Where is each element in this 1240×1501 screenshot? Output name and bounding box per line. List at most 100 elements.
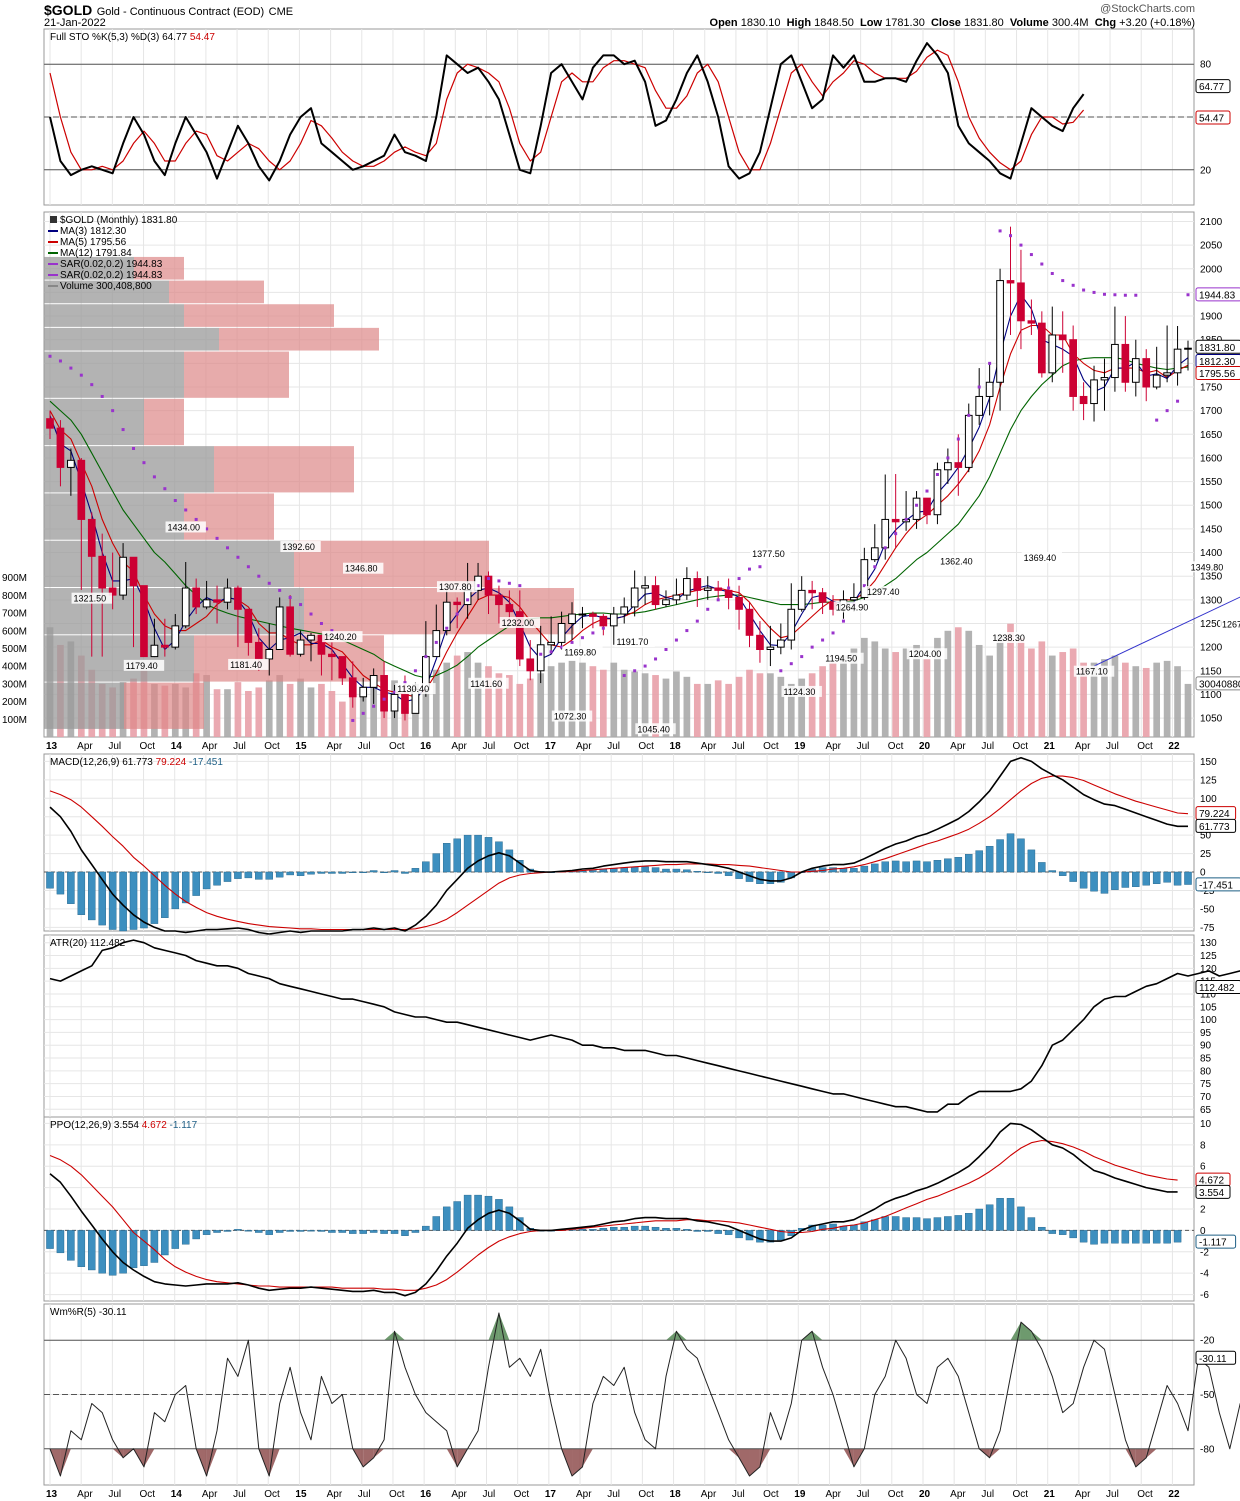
change-value: +3.20 (+0.18%)	[1119, 17, 1195, 29]
macd-histogram-bar	[422, 861, 430, 873]
vbp-bar-red	[214, 446, 354, 493]
price-annotation-bg	[322, 631, 363, 643]
volume-bar	[1101, 659, 1108, 737]
atr-y-tick: 65	[1200, 1105, 1212, 1116]
price-annotation-bg	[1021, 552, 1063, 564]
x-tick: Oct	[763, 741, 779, 752]
volume-tick: 100M	[2, 715, 27, 726]
candle-body	[1152, 374, 1161, 388]
price-annotation: 1321.50	[74, 594, 107, 604]
price-annotation: 1238.30	[992, 633, 1025, 643]
candle-body	[1079, 395, 1088, 405]
volume-bar	[829, 662, 837, 737]
x-tick: Jul	[981, 741, 994, 752]
wmr-overbought-fill	[1031, 1331, 1042, 1341]
sar-dot	[915, 503, 919, 507]
ppo-histogram-bar	[140, 1230, 148, 1266]
sto-d-last: 54.47	[1199, 113, 1224, 124]
macd-histogram-bar	[985, 845, 994, 873]
ppo-histogram-bar	[474, 1194, 482, 1231]
x-tick: Oct	[140, 741, 156, 752]
price-y-tick: 1600	[1200, 453, 1223, 464]
bottom-x-tick: 21	[1044, 1489, 1056, 1500]
price-title: $GOLD (Monthly) 1831.80	[60, 215, 178, 226]
atr-y-tick: 120	[1200, 964, 1217, 975]
ppo-histogram-bar	[213, 1230, 221, 1233]
close-last: 1831.80	[1199, 343, 1236, 354]
sar-dot	[497, 579, 501, 583]
x-tick: Apr	[701, 741, 717, 752]
sar-dot	[946, 456, 950, 460]
volume-bar	[276, 675, 284, 737]
bottom-x-tick: 14	[171, 1489, 183, 1500]
atr-y-tick: 85	[1200, 1054, 1212, 1065]
macd-y-tick: 125	[1200, 775, 1217, 786]
volume-bar	[1111, 655, 1119, 737]
bottom-x-tick: Jul	[1106, 1489, 1119, 1500]
sar-dot	[455, 612, 459, 616]
ppo-histogram-bar	[1058, 1230, 1067, 1235]
candle-body	[234, 587, 242, 610]
wmr-overbought-fill	[676, 1331, 687, 1341]
sar-dot	[361, 711, 365, 715]
volume-bar	[1153, 662, 1161, 737]
ppo-histogram-bar	[1121, 1230, 1130, 1244]
wmr-oversold-fill	[843, 1448, 854, 1467]
candle-body	[630, 587, 639, 608]
candle-body	[891, 518, 900, 523]
sar-last: 1944.83	[1199, 290, 1236, 301]
volume-bar	[683, 676, 691, 737]
ppo-histogram-bar	[349, 1230, 357, 1234]
ma3-last: 1812.30	[1199, 357, 1236, 368]
close-value: 1831.80	[964, 17, 1004, 29]
candle-body	[1027, 320, 1036, 324]
ppo-histogram-bar	[766, 1230, 775, 1243]
ppo-histogram-bar	[881, 1216, 889, 1231]
candle-body	[536, 644, 545, 672]
sar-dot	[998, 229, 1002, 233]
macd-histogram-bar	[213, 871, 221, 886]
macd-histogram-bar	[923, 861, 931, 873]
macd-histogram-bar	[1069, 871, 1077, 882]
macd-histogram-bar	[161, 871, 169, 918]
price-y-tick: 1650	[1200, 430, 1223, 441]
volume-bar	[443, 662, 451, 737]
sar-dot	[486, 577, 490, 581]
price-y-tick: 2100	[1200, 217, 1223, 228]
macd-histogram-bar	[1006, 833, 1015, 873]
candle-body	[401, 693, 409, 714]
macd-histogram-bar	[902, 861, 910, 873]
volume-bar	[307, 687, 315, 737]
volume-bar	[1028, 648, 1035, 737]
price-annotation-bg	[990, 632, 1031, 644]
price-annotation: 1369.40	[1024, 553, 1057, 563]
candle-body	[1090, 379, 1098, 405]
x-tick: 16	[420, 741, 432, 752]
sar-dot	[977, 385, 981, 389]
ppo-histogram-bar	[56, 1230, 65, 1254]
volume-bar	[934, 637, 941, 737]
sar-dot	[539, 652, 543, 656]
volume-bar	[370, 682, 377, 737]
sar-dot	[100, 394, 104, 398]
candle-body	[119, 556, 127, 596]
volume-bar	[714, 680, 722, 737]
macd-histogram-bar	[589, 870, 597, 873]
ppo-last-box	[1195, 1184, 1231, 1199]
macd-histogram-bar	[683, 869, 691, 873]
macd-y-tick: 25	[1200, 849, 1212, 860]
bottom-x-tick: Jul	[857, 1489, 870, 1500]
close-label: Close	[930, 17, 961, 29]
atr-y-tick: 130	[1200, 938, 1217, 949]
high-value: 1848.50	[814, 17, 854, 29]
macd-histogram-bar	[630, 866, 639, 873]
volume-bar	[245, 690, 252, 737]
candle-body	[568, 613, 576, 624]
candle-body	[296, 639, 305, 655]
low-label: Low	[860, 17, 883, 29]
sar-dot	[205, 527, 209, 531]
sar-dot	[967, 413, 971, 417]
x-tick: 22	[1168, 741, 1180, 752]
x-tick: Apr	[1075, 741, 1091, 752]
volume-bar	[693, 683, 701, 737]
